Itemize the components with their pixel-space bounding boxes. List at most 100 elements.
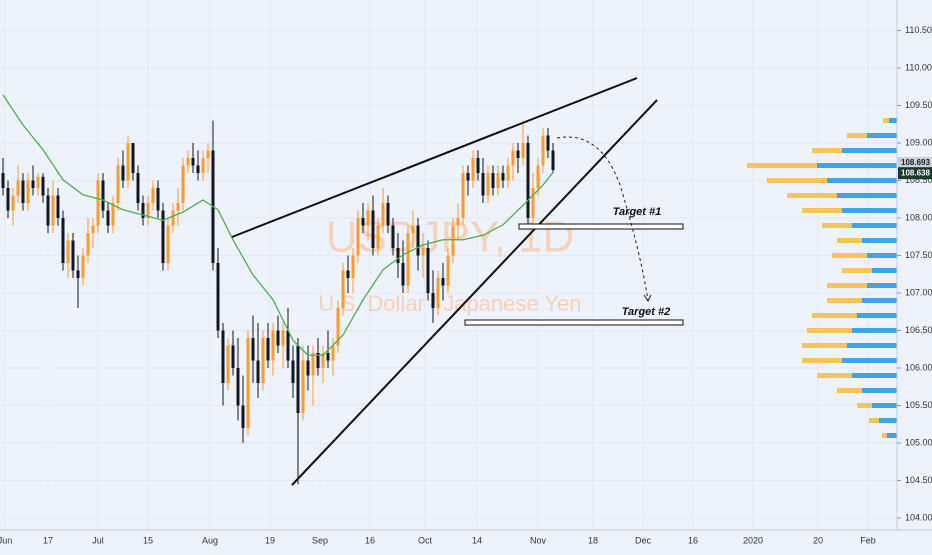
candle-body xyxy=(216,263,220,331)
candle-body xyxy=(266,338,270,361)
candle-body xyxy=(316,353,320,369)
x-tick-label: Aug xyxy=(202,535,218,545)
price-badge-label: 108.638 xyxy=(901,168,930,177)
candle-body xyxy=(86,233,90,256)
profile-bar xyxy=(837,388,862,394)
candle-body xyxy=(166,225,170,264)
candle-body xyxy=(526,143,530,219)
y-tick-label: 109.500 xyxy=(905,100,932,110)
candle-body xyxy=(141,203,145,219)
profile-bar xyxy=(883,118,889,124)
candle-body xyxy=(46,195,50,226)
y-tick-label: 105.500 xyxy=(905,400,932,410)
candle-body xyxy=(106,210,110,226)
candle-body xyxy=(431,293,435,309)
x-tick-label: Dec xyxy=(635,535,652,545)
profile-bar xyxy=(857,313,897,319)
profile-bar xyxy=(807,328,852,334)
x-tick-label: 20 xyxy=(813,535,823,545)
profile-bar xyxy=(747,163,817,169)
profile-bar xyxy=(842,358,897,364)
candle-body xyxy=(131,143,135,174)
candle-body xyxy=(456,218,460,226)
candle-body xyxy=(396,248,400,264)
candle-body xyxy=(246,338,250,429)
profile-bar xyxy=(802,208,842,214)
profile-bar xyxy=(817,163,897,169)
x-tick-label: 16 xyxy=(365,535,375,545)
candle-body xyxy=(326,353,330,361)
candle-body xyxy=(206,150,210,159)
candle-body xyxy=(296,345,300,414)
x-tick-label: 2020 xyxy=(743,535,763,545)
candle-body xyxy=(471,158,475,181)
profile-bar xyxy=(827,178,897,184)
candle-body xyxy=(406,233,410,286)
arrow-head xyxy=(643,294,652,302)
candle-body xyxy=(26,180,30,204)
candle-body xyxy=(496,173,500,189)
profile-bar xyxy=(827,283,867,289)
candle-body xyxy=(66,240,70,264)
candle-body xyxy=(201,158,205,174)
candle-body xyxy=(446,255,450,286)
candle-body xyxy=(81,255,85,279)
x-tick-label: 14 xyxy=(472,535,482,545)
y-tick-label: 110.500 xyxy=(905,25,932,35)
candle-body xyxy=(56,195,60,219)
profile-bar xyxy=(842,208,897,214)
candle-body xyxy=(476,158,480,174)
target-box xyxy=(464,319,684,326)
candle-body xyxy=(306,360,310,376)
candle-body xyxy=(61,218,65,264)
candle-body xyxy=(551,150,555,171)
candle-body xyxy=(161,210,165,264)
x-tick-label: 17 xyxy=(43,535,53,545)
candle-body xyxy=(281,330,285,346)
y-tick-label: 108.000 xyxy=(905,212,932,222)
x-tick-label: Feb xyxy=(860,535,876,545)
x-tick-label: Sep xyxy=(312,535,328,545)
candle-body xyxy=(411,225,415,234)
candle-body xyxy=(101,180,105,211)
profile-bar xyxy=(862,388,897,394)
candle-body xyxy=(91,225,95,234)
x-tick-label: Jul xyxy=(92,535,104,545)
candle-body xyxy=(196,165,200,174)
candle-body xyxy=(226,345,230,384)
profile-bar xyxy=(802,343,847,349)
profile-bar xyxy=(852,328,897,334)
y-tick-label: 104.000 xyxy=(905,512,932,522)
candle-body xyxy=(416,225,420,256)
x-tick-label: Nov xyxy=(530,535,547,545)
profile-bar xyxy=(867,283,897,289)
profile-bar xyxy=(842,268,872,274)
candle-body xyxy=(366,210,370,226)
profile-bar xyxy=(882,433,887,439)
moving-average xyxy=(2,94,554,356)
profile-bar xyxy=(879,418,897,424)
profile-bar xyxy=(847,133,867,139)
profile-bar xyxy=(867,253,897,259)
profile-bar xyxy=(822,223,852,229)
profile-bar xyxy=(837,238,862,244)
candle-body xyxy=(501,173,505,181)
candle-body xyxy=(491,173,495,189)
candle-body xyxy=(96,180,100,226)
candle-body xyxy=(31,180,35,189)
x-tick-label: Oct xyxy=(418,535,433,545)
candle-body xyxy=(1,173,5,189)
y-tick-label: 109.000 xyxy=(905,137,932,147)
candle-body xyxy=(121,165,125,181)
drawings: Target #1 Target #2 xyxy=(231,77,684,486)
profile-bar xyxy=(812,313,857,319)
x-tick-label: 15 xyxy=(143,535,153,545)
candle-body xyxy=(16,180,20,196)
profile-bar xyxy=(872,268,897,274)
candle-body xyxy=(261,338,265,384)
grid xyxy=(0,0,897,530)
candle-body xyxy=(311,353,315,376)
y-tick-label: 105.000 xyxy=(905,437,932,447)
candle-body xyxy=(371,210,375,249)
candle-body xyxy=(186,158,190,166)
